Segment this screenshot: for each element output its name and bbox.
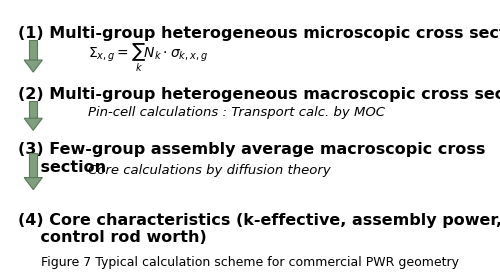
Polygon shape: [24, 60, 42, 72]
FancyBboxPatch shape: [29, 153, 38, 178]
FancyBboxPatch shape: [29, 40, 38, 60]
Text: Figure 7 Typical calculation scheme for commercial PWR geometry: Figure 7 Typical calculation scheme for …: [41, 256, 459, 269]
Polygon shape: [24, 118, 42, 130]
Text: (3) Few-group assembly average macroscopic cross
    section: (3) Few-group assembly average macroscop…: [18, 143, 485, 175]
FancyBboxPatch shape: [29, 101, 38, 118]
Text: Core calculations by diffusion theory: Core calculations by diffusion theory: [88, 165, 330, 177]
Text: (2) Multi-group heterogeneous macroscopic cross section: (2) Multi-group heterogeneous macroscopi…: [18, 88, 500, 103]
Text: Pin-cell calculations : Transport calc. by MOC: Pin-cell calculations : Transport calc. …: [88, 106, 385, 119]
Polygon shape: [24, 178, 42, 190]
Text: (4) Core characteristics (k-effective, assembly power,
    control rod worth): (4) Core characteristics (k-effective, a…: [18, 213, 500, 245]
Text: (1) Multi-group heterogeneous microscopic cross section: (1) Multi-group heterogeneous microscopi…: [18, 26, 500, 41]
Text: $\Sigma_{x,g} = \sum_{k} N_k \cdot \sigma_{k,x,g}$: $\Sigma_{x,g} = \sum_{k} N_k \cdot \sigm…: [88, 42, 208, 74]
